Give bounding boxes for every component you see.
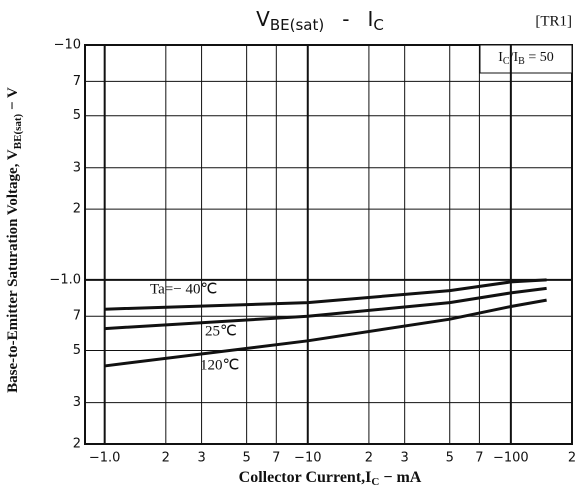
x-tick-label: −1.0 (89, 451, 121, 466)
plot-frame (84, 44, 573, 445)
x-tick-label: −10 (294, 451, 321, 466)
chart-title: VBE(sat) - IC (256, 7, 384, 34)
y-tick-label: 3 (73, 160, 81, 175)
x-tick-label: 2 (568, 451, 576, 466)
y-axis-label: Base-to-Emitter Saturation Voltage, VBE(… (5, 87, 23, 393)
condition: IC/IB = 50 (498, 50, 553, 67)
series-label: 25℃ (205, 323, 237, 339)
x-tick-label: 2 (162, 451, 170, 466)
y-tick-label: −1.0 (49, 272, 81, 287)
x-tick-label: 5 (446, 451, 454, 466)
x-tick-label: 3 (401, 451, 409, 466)
y-tick-label: −10 (54, 38, 81, 53)
y-tick-label: 5 (73, 108, 81, 123)
y-tick-label: 2 (73, 437, 81, 452)
series-label: 120℃ (200, 357, 239, 373)
y-tick-label: 7 (73, 309, 81, 324)
x-tick-label: 7 (272, 451, 280, 466)
x-tick-label: 7 (475, 451, 483, 466)
tag: [TR1] (535, 13, 572, 29)
series-line (104, 278, 547, 311)
y-tick-label: 2 (73, 202, 81, 217)
x-tick-label: 3 (197, 451, 205, 466)
y-tick-label: 3 (73, 395, 81, 410)
series-line (104, 286, 547, 331)
x-tick-label: −100 (493, 451, 529, 466)
series-line (104, 298, 547, 368)
x-axis-label: Collector Current,IC − mA (239, 469, 422, 488)
x-tick-label: 2 (365, 451, 373, 466)
x-tick-label: 5 (242, 451, 250, 466)
y-tick-label: 7 (73, 74, 81, 89)
y-tick-label: 5 (73, 343, 81, 358)
series-label: Ta=− 40℃ (150, 281, 217, 297)
condition-box (479, 44, 573, 74)
